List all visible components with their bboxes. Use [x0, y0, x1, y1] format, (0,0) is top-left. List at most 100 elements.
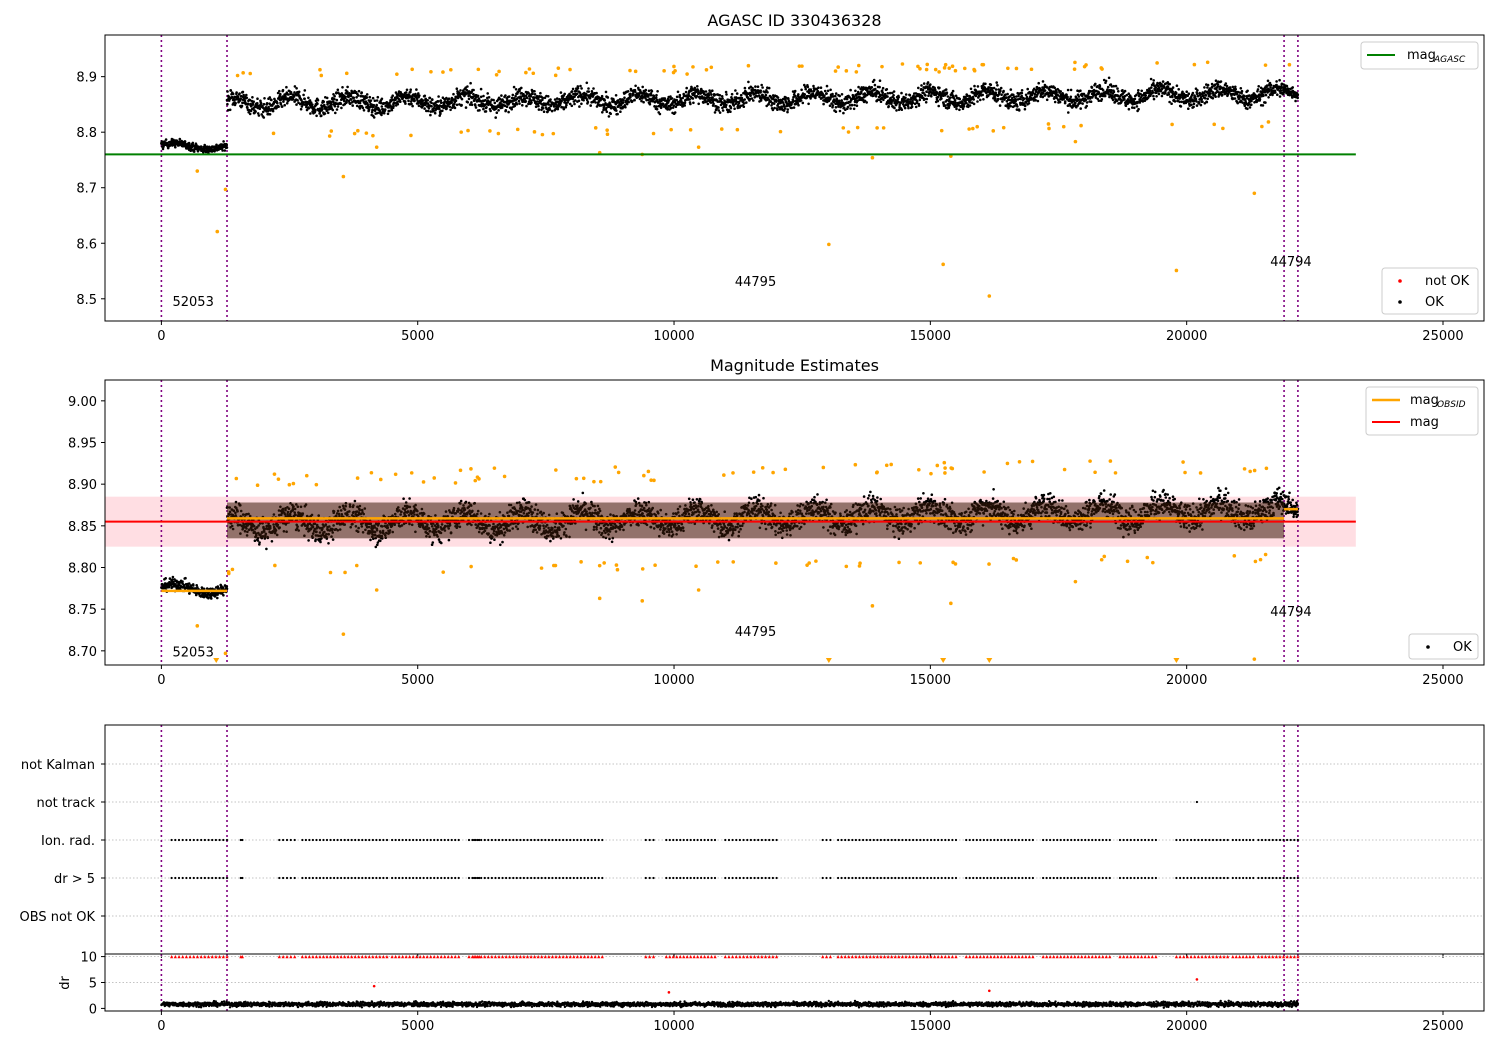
ok-point — [1225, 84, 1229, 88]
ok-point — [897, 95, 900, 99]
ok-point — [674, 105, 678, 109]
outlier-point — [1248, 469, 1252, 474]
ok-point — [537, 108, 541, 111]
ok-point — [1041, 80, 1045, 83]
ok-point — [1144, 94, 1147, 97]
ok-point — [994, 97, 997, 100]
outlier-point — [593, 126, 598, 130]
outlier-point — [409, 133, 413, 138]
ok-point — [702, 101, 705, 104]
y-tick-label: 8.6 — [76, 237, 97, 252]
ok-point — [351, 100, 354, 104]
ok-point — [418, 94, 421, 97]
ok-point — [601, 111, 604, 114]
ok-point — [292, 95, 296, 98]
ok-point — [448, 105, 452, 109]
ok-point — [1094, 82, 1097, 86]
ok-point — [314, 99, 318, 103]
ok-point — [537, 104, 540, 108]
ok-point — [1000, 93, 1003, 96]
outlier-point — [234, 476, 239, 481]
ok-point — [915, 100, 919, 103]
ok-point — [569, 94, 573, 98]
outlier-point — [918, 67, 922, 71]
outlier-point — [272, 472, 277, 476]
outlier-point — [1192, 62, 1197, 67]
obsid-label: 52053 — [172, 295, 213, 310]
ok-point — [1233, 97, 1237, 100]
ok-point — [1195, 100, 1198, 103]
ok-point — [307, 539, 310, 542]
not-ok-point — [1174, 268, 1179, 273]
ok-point — [325, 96, 329, 100]
ok-point — [976, 100, 979, 103]
ok-point — [926, 81, 930, 84]
ok-point — [996, 84, 999, 87]
ok-point — [171, 578, 174, 581]
outlier-point — [553, 73, 558, 78]
outlier-point — [344, 71, 349, 76]
ok-point — [1240, 89, 1244, 93]
ok-point — [1203, 97, 1207, 100]
ok-point — [470, 101, 473, 104]
ok-point — [612, 98, 615, 102]
ok-point — [1043, 89, 1047, 92]
ok-point — [1246, 107, 1249, 111]
ok-point — [886, 92, 890, 95]
ok-point — [1191, 91, 1195, 95]
ok-point — [672, 104, 676, 107]
ok-point — [940, 97, 943, 100]
ok-point — [1023, 104, 1027, 108]
ok-point — [1114, 84, 1118, 88]
outlier-point — [982, 470, 986, 474]
ok-point — [386, 112, 390, 116]
ok-point — [666, 106, 669, 110]
outlier-point — [273, 563, 277, 568]
ok-point — [524, 99, 527, 103]
ok-point — [335, 98, 339, 102]
not-ok-point — [987, 294, 992, 298]
ok-point — [1256, 88, 1260, 91]
outlier-point — [962, 66, 967, 71]
ok-point — [1084, 98, 1088, 102]
ok-point — [316, 98, 320, 102]
ok-point — [500, 94, 503, 97]
ok-point — [1036, 99, 1040, 103]
not-ok-point — [223, 187, 228, 192]
outlier-point — [646, 469, 651, 474]
outlier-point — [1151, 560, 1155, 565]
ok-point — [241, 90, 245, 94]
ok-point — [1200, 97, 1203, 101]
ok-point — [333, 94, 336, 98]
ok-point — [410, 102, 413, 106]
ok-point — [570, 104, 574, 108]
ok-point — [604, 102, 607, 105]
ok-point — [962, 105, 966, 108]
outlier-point — [939, 128, 944, 133]
outlier-point — [515, 127, 520, 132]
ok-point — [870, 86, 874, 89]
ok-point — [1224, 82, 1228, 85]
ok-point — [1242, 94, 1246, 98]
ok-point — [585, 98, 589, 102]
ok-point — [792, 106, 796, 109]
ok-point — [539, 91, 542, 95]
outlier-point — [628, 68, 632, 73]
outlier-point — [496, 131, 501, 136]
outlier-point — [1014, 66, 1019, 71]
ok-point — [164, 138, 168, 141]
ok-point — [1127, 107, 1131, 111]
ok-point — [325, 107, 328, 110]
ok-point — [504, 94, 507, 97]
ok-point — [918, 98, 922, 102]
outlier-point — [925, 62, 930, 67]
ok-point — [665, 99, 669, 102]
outlier-point — [694, 564, 698, 569]
ok-point — [380, 97, 384, 101]
outlier-point — [226, 570, 231, 574]
outlier-point — [1232, 554, 1237, 558]
ok-point — [1205, 100, 1209, 104]
ok-point — [1257, 85, 1260, 88]
